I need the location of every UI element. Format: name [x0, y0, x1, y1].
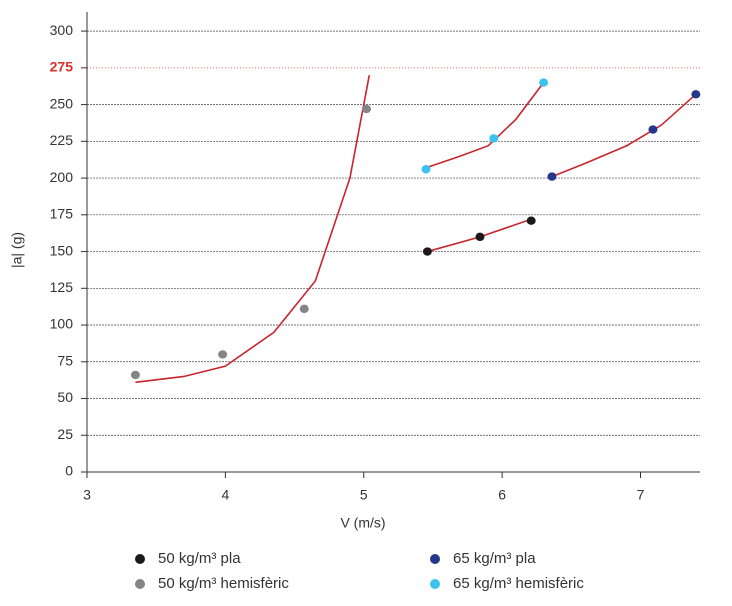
legend-marker	[430, 579, 440, 589]
x-tick-label: 6	[498, 487, 506, 503]
y-tick-label: 125	[50, 279, 74, 295]
y-tick-label: 300	[50, 22, 74, 38]
legend-label: 65 kg/m³ hemisfèric	[453, 575, 584, 592]
legend-label: 50 kg/m³ pla	[158, 550, 241, 567]
point	[218, 350, 228, 359]
y-tick-label: 275	[50, 59, 74, 75]
legend-marker	[135, 579, 145, 589]
y-tick-label: 175	[50, 206, 74, 222]
fit-line	[425, 82, 545, 169]
point	[299, 304, 309, 314]
point	[475, 232, 485, 242]
legend-label: 65 kg/m³ pla	[453, 550, 536, 567]
point	[539, 78, 549, 87]
fit-line	[135, 75, 371, 384]
point	[489, 134, 499, 143]
x-tick-label: 3	[83, 487, 91, 503]
point	[362, 104, 372, 114]
point	[547, 172, 557, 181]
x-tick-label: 7	[637, 487, 645, 503]
y-tick-label: 200	[50, 169, 74, 185]
y-axis-label: |a| (g)	[9, 232, 25, 268]
y-tick-label: 150	[50, 242, 74, 258]
y-tick-label: 75	[57, 352, 73, 368]
x-tick-label: 4	[221, 487, 229, 503]
y-tick-label: 25	[57, 426, 73, 442]
y-tick-label: 225	[50, 132, 74, 148]
y-tick-label: 100	[50, 316, 74, 332]
legend-marker	[135, 554, 145, 564]
point	[130, 370, 140, 380]
x-axis-label: V (m/s)	[340, 515, 385, 531]
point	[421, 165, 431, 174]
legend-marker	[430, 554, 440, 564]
point	[691, 90, 701, 99]
fit-line	[551, 93, 697, 178]
y-tick-label: 50	[57, 389, 73, 405]
y-tick-label: 0	[65, 463, 73, 479]
y-tick-label: 250	[50, 95, 74, 111]
point	[526, 216, 536, 225]
x-tick-label: 5	[360, 487, 368, 503]
legend-label: 50 kg/m³ hemisfèric	[158, 575, 289, 592]
point	[422, 247, 432, 256]
point	[648, 125, 658, 134]
